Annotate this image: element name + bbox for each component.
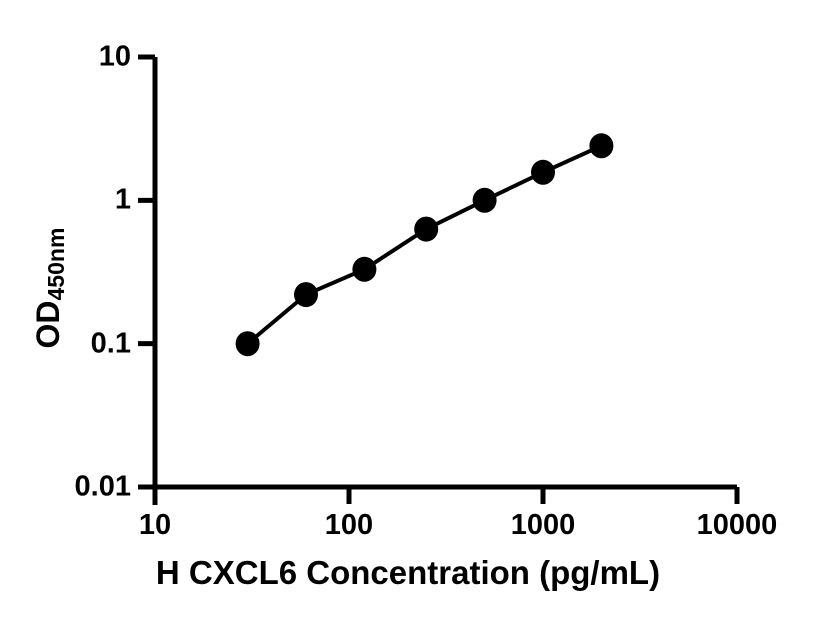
- x-axis-ticks: [152, 487, 740, 504]
- y-tick-label: 1: [114, 183, 131, 216]
- x-axis-title: H CXCL6 Concentration (pg/mL): [155, 554, 661, 591]
- y-tick-label: 0.01: [74, 470, 131, 503]
- y-axis-ticks: [138, 54, 155, 490]
- axis-spines: [138, 57, 737, 505]
- y-axis-title-main: OD: [30, 300, 66, 349]
- series-markers: [235, 133, 614, 357]
- data-point-marker: [531, 159, 555, 185]
- data-point-marker: [414, 216, 439, 242]
- y-axis-title-subscript: 450nm: [43, 227, 70, 301]
- y-tick-label: 0.1: [90, 327, 131, 360]
- data-point-marker: [352, 256, 377, 282]
- x-tick-label: 10: [138, 509, 172, 541]
- y-tick-label: 10: [98, 40, 131, 73]
- x-tick-label: 10000: [696, 509, 778, 541]
- y-axis-title: OD450nm: [30, 178, 69, 398]
- data-point-marker: [235, 331, 260, 357]
- data-point-marker: [472, 187, 497, 213]
- data-point-marker: [589, 133, 614, 159]
- data-point-marker: [294, 282, 318, 308]
- x-tick-label: 1000: [510, 509, 576, 541]
- x-tick-label: 100: [324, 509, 374, 541]
